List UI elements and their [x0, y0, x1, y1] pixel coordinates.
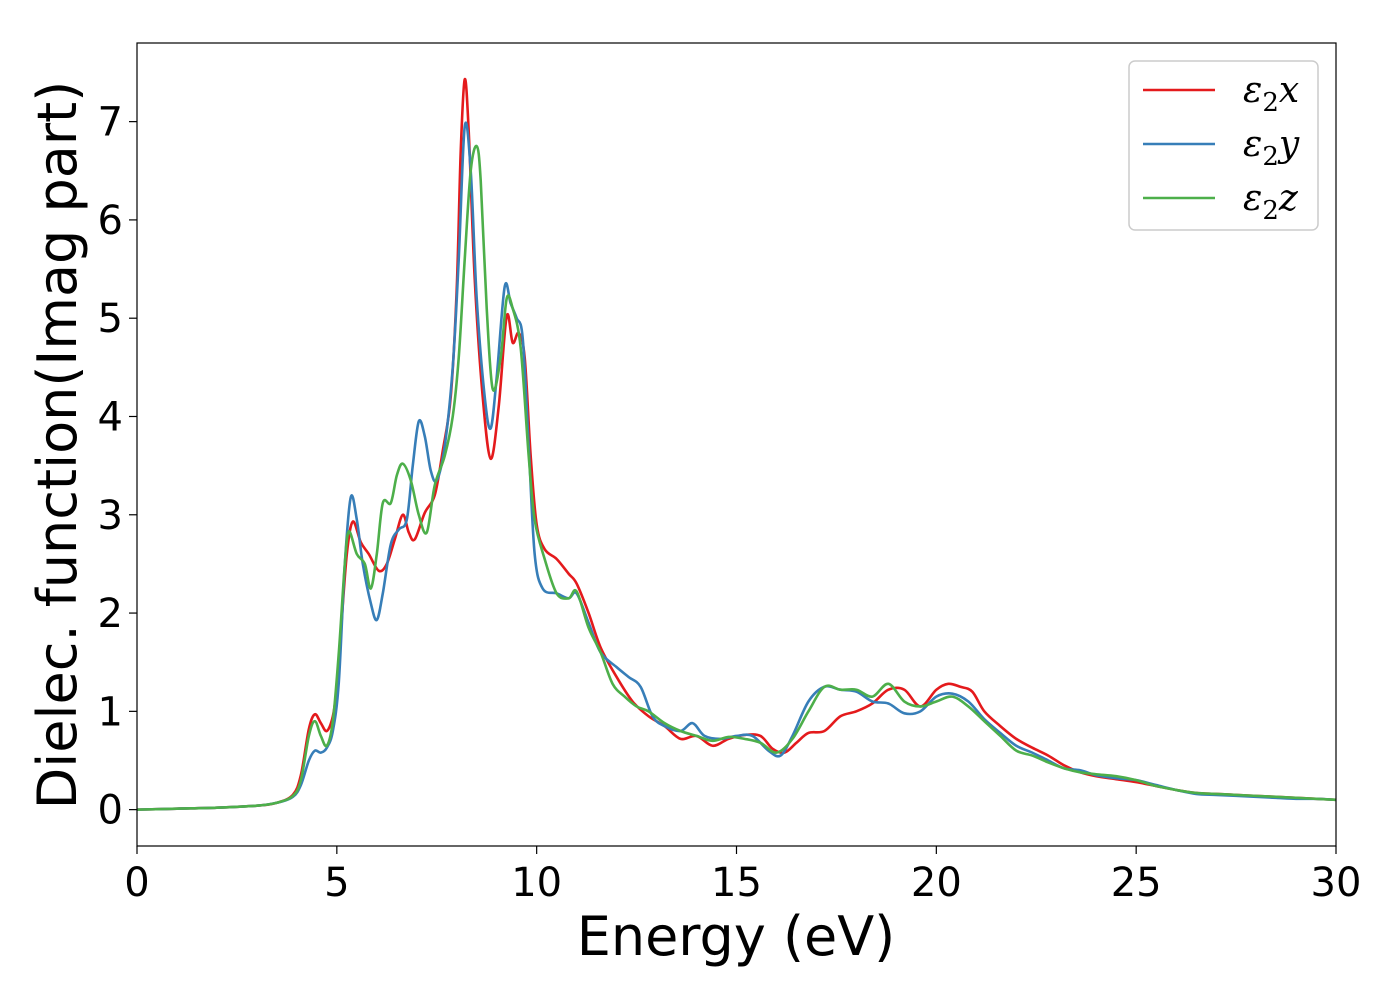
x-tick-label: 5	[324, 860, 349, 906]
legend-label: ε2z	[1243, 178, 1299, 226]
y-tick-label: 7	[98, 100, 123, 146]
y-tick-label: 0	[98, 788, 123, 834]
x-tick-label: 25	[1111, 860, 1162, 906]
legend: ε2x ε2y ε2z	[1128, 60, 1319, 231]
y-tick-label: 4	[98, 394, 123, 440]
legend-label: ε2x	[1243, 70, 1299, 118]
x-tick-label: 15	[711, 860, 762, 906]
series-lines	[137, 78, 1336, 811]
y-axis-title: Dielec. function(Imag part)	[26, 81, 89, 810]
x-tick-label: 0	[124, 860, 149, 906]
y-tick-label: 5	[98, 296, 123, 342]
y-axis: 0 1 2 3 4 5 6 7	[98, 100, 137, 834]
x-axis-title: Energy (eV)	[577, 905, 896, 968]
series-line-3	[137, 144, 1336, 811]
y-tick-label: 2	[98, 591, 123, 637]
x-axis: 0 5 10 15 20 25 30	[124, 846, 1361, 906]
legend-box	[1128, 60, 1319, 231]
y-tick-label: 3	[98, 493, 123, 539]
y-tick-label: 6	[98, 198, 123, 244]
x-tick-label: 10	[511, 860, 562, 906]
x-tick-label: 30	[1311, 860, 1362, 906]
legend-label: ε2y	[1243, 124, 1300, 172]
x-tick-label: 20	[911, 860, 962, 906]
y-tick-label: 1	[98, 689, 123, 735]
